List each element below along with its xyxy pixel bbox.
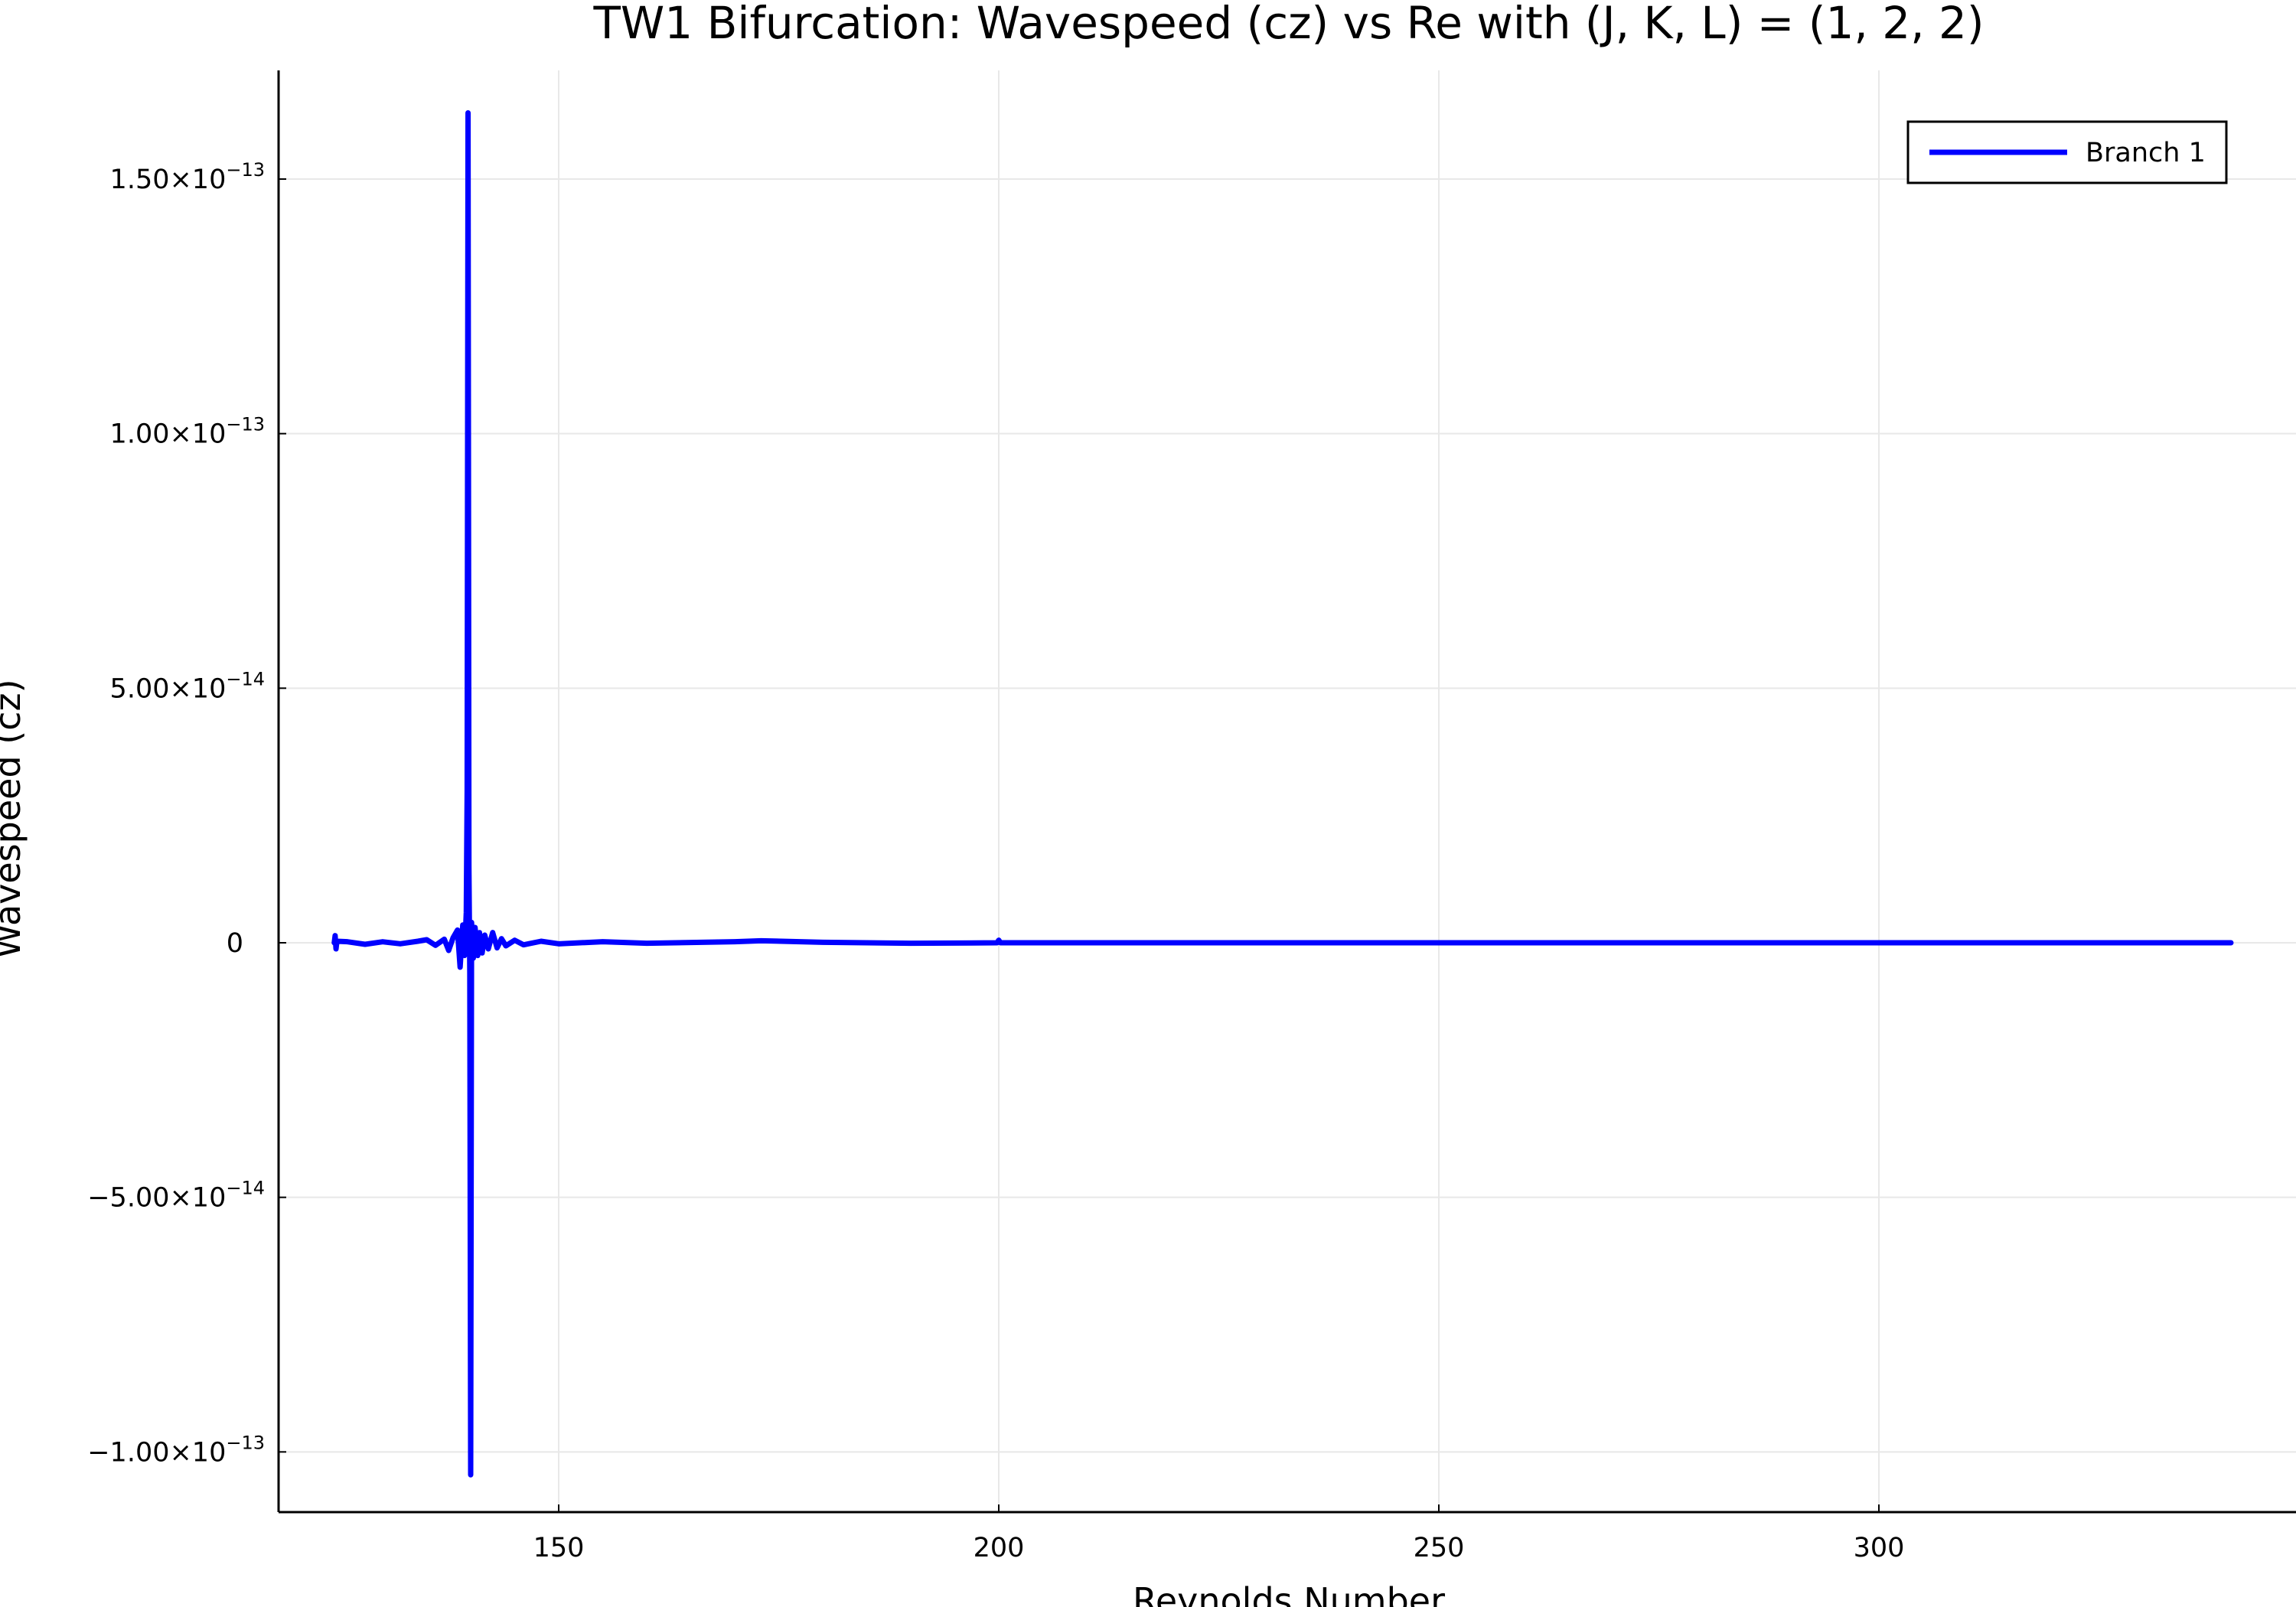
y-tick-exponent: −14 bbox=[226, 1178, 265, 1199]
y-tick-mantissa: 1.00×10 bbox=[110, 419, 227, 450]
chart-title: TW1 Bifurcation: Wavespeed (cz) vs Re wi… bbox=[592, 0, 1984, 49]
y-tick-exponent: −13 bbox=[226, 1432, 265, 1453]
y-tick-label: 1.00×10−13 bbox=[110, 414, 265, 450]
y-tick-mantissa: −5.00×10 bbox=[87, 1183, 226, 1214]
x-axis-label: Reynolds Number bbox=[1133, 1580, 1445, 1607]
y-tick-label: −1.00×10−13 bbox=[87, 1432, 265, 1468]
grid-lines bbox=[279, 70, 2296, 1512]
y-tick-exponent: −14 bbox=[226, 668, 265, 689]
x-tick-label: 250 bbox=[1414, 1533, 1465, 1563]
x-tick-label: 150 bbox=[533, 1533, 585, 1563]
y-axis-label: Wavespeed (cz) bbox=[0, 679, 28, 958]
y-axis-ticks: 1.50×10−131.00×10−135.00×10−140−5.00×10−… bbox=[87, 159, 286, 1468]
y-tick-mantissa: −1.00×10 bbox=[87, 1437, 226, 1468]
series-line-branch-1 bbox=[331, 110, 2234, 1478]
series-group bbox=[331, 110, 2234, 1478]
x-axis-ticks: 150 200 250 300 bbox=[533, 1504, 1905, 1563]
y-tick-label: 5.00×10−14 bbox=[110, 668, 265, 704]
x-tick-label: 200 bbox=[974, 1533, 1025, 1563]
y-tick-label: 0 bbox=[227, 928, 243, 959]
y-tick-exponent: −13 bbox=[226, 414, 265, 435]
y-tick-mantissa: 1.50×10 bbox=[110, 165, 227, 195]
y-tick-label: 1.50×10−13 bbox=[110, 159, 265, 195]
legend-label-branch-1: Branch 1 bbox=[2086, 138, 2206, 168]
y-tick-label: −5.00×10−14 bbox=[87, 1178, 265, 1214]
x-tick-label: 300 bbox=[1854, 1533, 1905, 1563]
y-tick-exponent: −13 bbox=[226, 159, 265, 181]
y-tick-mantissa: 5.00×10 bbox=[110, 673, 227, 704]
axes bbox=[277, 70, 2296, 1514]
legend: Branch 1 bbox=[1906, 120, 2228, 184]
